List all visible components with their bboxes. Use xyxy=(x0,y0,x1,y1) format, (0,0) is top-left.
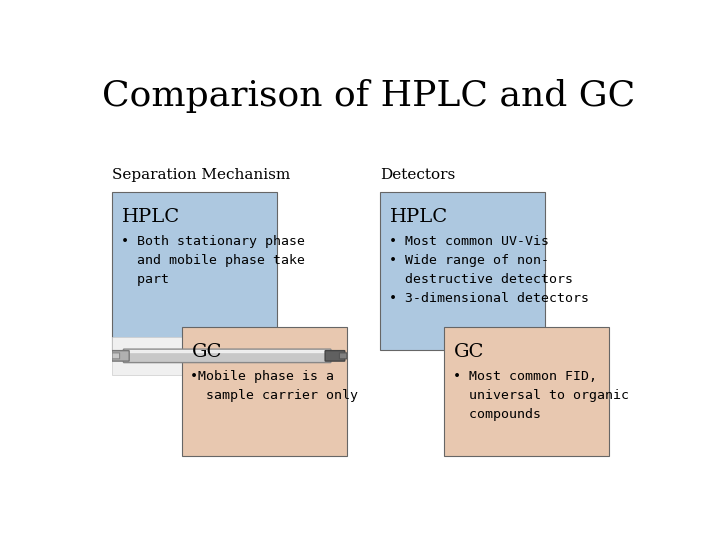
FancyBboxPatch shape xyxy=(112,192,277,349)
FancyBboxPatch shape xyxy=(380,192,545,349)
Text: HPLC: HPLC xyxy=(390,208,449,226)
FancyBboxPatch shape xyxy=(112,337,347,375)
Text: HPLC: HPLC xyxy=(122,208,181,226)
Text: • Most common FID,
  universal to organic
  compounds: • Most common FID, universal to organic … xyxy=(453,370,629,421)
Text: •Mobile phase is a
  sample carrier only: •Mobile phase is a sample carrier only xyxy=(190,370,359,402)
Text: Comparison of HPLC and GC: Comparison of HPLC and GC xyxy=(102,79,636,113)
Text: Detectors: Detectors xyxy=(380,168,456,182)
Text: • Both stationary phase
  and mobile phase take
  part: • Both stationary phase and mobile phase… xyxy=(121,235,305,286)
Text: Separation Mechanism: Separation Mechanism xyxy=(112,168,291,182)
FancyBboxPatch shape xyxy=(182,327,347,456)
Text: GC: GC xyxy=(192,343,222,361)
Text: • Most common UV-Vis
• Wide range of non-
  destructive detectors
• 3-dimensiona: • Most common UV-Vis • Wide range of non… xyxy=(389,235,588,305)
FancyBboxPatch shape xyxy=(444,327,609,456)
Text: GC: GC xyxy=(454,343,485,361)
